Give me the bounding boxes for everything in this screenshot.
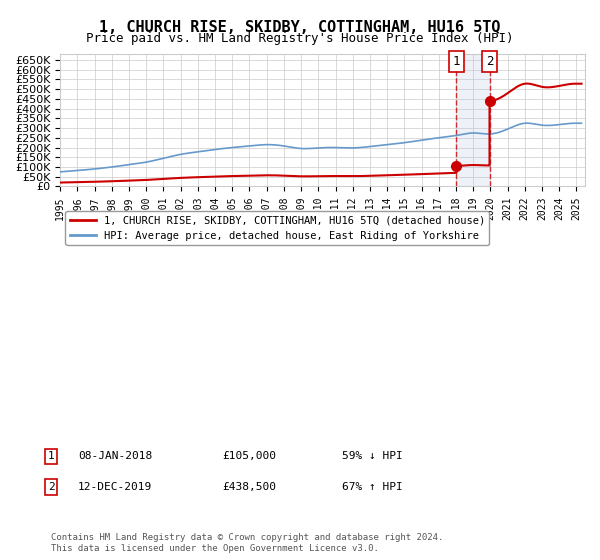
Text: 59% ↓ HPI: 59% ↓ HPI [342,451,403,461]
Bar [457,54,490,186]
Text: 08-JAN-2018: 08-JAN-2018 [78,451,152,461]
Text: 2: 2 [486,55,493,68]
Text: 2: 2 [47,482,55,492]
Text: £438,500: £438,500 [222,482,276,492]
Text: 12-DEC-2019: 12-DEC-2019 [78,482,152,492]
Text: 67% ↑ HPI: 67% ↑ HPI [342,482,403,492]
Text: 1: 1 [453,55,460,68]
Text: Contains HM Land Registry data © Crown copyright and database right 2024.
This d: Contains HM Land Registry data © Crown c… [51,533,443,553]
Text: Price paid vs. HM Land Registry's House Price Index (HPI): Price paid vs. HM Land Registry's House … [86,32,514,45]
Legend: 1, CHURCH RISE, SKIDBY, COTTINGHAM, HU16 5TQ (detached house), HPI: Average pric: 1, CHURCH RISE, SKIDBY, COTTINGHAM, HU16… [65,211,490,245]
Text: 1, CHURCH RISE, SKIDBY, COTTINGHAM, HU16 5TQ: 1, CHURCH RISE, SKIDBY, COTTINGHAM, HU16… [99,20,501,35]
Text: £105,000: £105,000 [222,451,276,461]
Text: 1: 1 [47,451,55,461]
